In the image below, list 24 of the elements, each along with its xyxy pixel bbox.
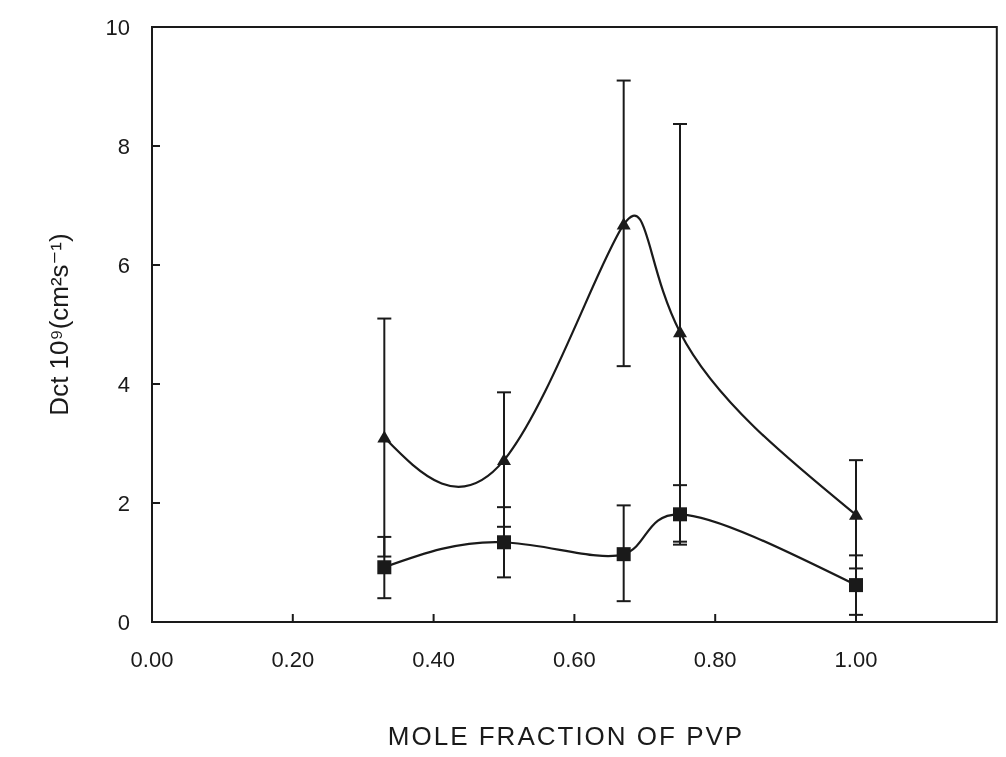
y-tick-label: 4 (117, 371, 130, 397)
point (497, 453, 511, 466)
y-tick-label: 10 (105, 14, 130, 40)
x-tick-label: 0.40 (412, 647, 456, 672)
x-tick-label: 1.00 (834, 647, 878, 672)
x-tick-label: 0.20 (271, 647, 315, 672)
y-tick-label: 8 (117, 133, 130, 159)
point (497, 535, 511, 550)
point (616, 547, 631, 562)
y-tick-label: 0 (117, 609, 130, 635)
point (377, 560, 392, 575)
x-tick-label: 0.00 (130, 647, 174, 672)
x-axis-title: MOLE FRACTION OF PVP (387, 721, 745, 751)
x-tick-label: 0.60 (552, 647, 596, 672)
y-tick-label: 2 (117, 490, 130, 516)
point (377, 430, 392, 443)
point (849, 578, 863, 593)
x-tick-label: 0.80 (693, 647, 737, 672)
point (616, 217, 631, 230)
point (849, 507, 863, 520)
point (673, 325, 687, 338)
point (673, 507, 687, 522)
y-axis-title: Dct 10⁹(cm²s⁻¹) (44, 233, 74, 416)
y-tick-label: 6 (117, 252, 130, 278)
